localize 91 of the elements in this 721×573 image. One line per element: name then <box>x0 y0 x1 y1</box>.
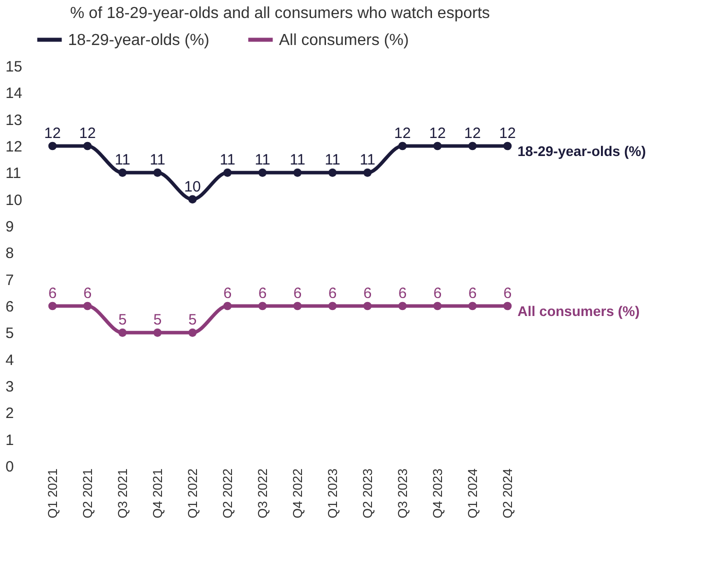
data-label: 6 <box>468 285 477 302</box>
point <box>433 142 442 150</box>
point <box>188 328 197 337</box>
x-tick-label: Q2 2023 <box>360 468 375 518</box>
x-tick-label: Q4 2023 <box>430 468 445 518</box>
point <box>188 195 197 204</box>
y-tick-label: 4 <box>6 352 14 369</box>
point <box>83 142 92 150</box>
point <box>503 302 512 310</box>
x-tick-label: Q2 2024 <box>500 468 515 518</box>
data-label: 11 <box>254 152 270 169</box>
data-label: 6 <box>223 285 232 302</box>
x-tick-label: Q1 2023 <box>325 468 340 518</box>
point <box>293 302 302 310</box>
y-tick-label: 7 <box>6 272 14 289</box>
point <box>468 142 477 150</box>
y-tick-label: 9 <box>6 218 14 236</box>
y-tick-label: 8 <box>6 245 14 262</box>
data-label: 10 <box>184 178 201 196</box>
y-tick-label: 0 <box>6 458 14 476</box>
y-tick-label: 2 <box>6 405 14 422</box>
data-label: 11 <box>220 152 236 169</box>
legend-label: All consumers (%) <box>279 32 409 49</box>
point <box>223 168 232 177</box>
y-tick-label: 1 <box>6 432 14 449</box>
x-tick-label: Q1 2024 <box>465 468 480 518</box>
data-label: 6 <box>328 285 337 302</box>
data-label: 6 <box>258 285 267 302</box>
point <box>363 168 372 177</box>
data-label: 6 <box>363 285 372 302</box>
x-tick-label: Q4 2021 <box>150 468 165 518</box>
point <box>48 142 57 150</box>
data-label: 6 <box>48 285 57 302</box>
point <box>118 168 127 177</box>
y-tick-label: 11 <box>6 165 22 182</box>
data-label: 6 <box>83 285 92 302</box>
point <box>118 328 127 337</box>
data-label: 11 <box>290 152 306 169</box>
data-label: 5 <box>153 312 162 329</box>
point <box>48 302 57 310</box>
y-tick-label: 3 <box>6 378 14 396</box>
y-tick-label: 12 <box>6 138 22 156</box>
y-tick-label: 10 <box>6 192 22 209</box>
legend-label: 18-29-year-olds (%) <box>68 32 210 49</box>
data-label: 12 <box>499 125 516 142</box>
x-tick-label: Q2 2021 <box>80 468 95 518</box>
y-tick-label: 14 <box>6 85 22 102</box>
x-tick-label: Q1 2022 <box>185 468 200 518</box>
point <box>293 168 302 177</box>
x-tick-label: Q2 2022 <box>220 468 235 518</box>
point <box>223 302 232 310</box>
text: 18-29-year-olds (%) <box>518 143 646 159</box>
y-tick-label: 13 <box>6 112 22 129</box>
point <box>153 328 162 337</box>
point <box>398 142 407 150</box>
data-label: 6 <box>398 285 407 302</box>
point <box>83 302 92 310</box>
data-label: 11 <box>150 152 166 169</box>
data-label: 11 <box>360 152 376 169</box>
data-label: 6 <box>503 285 512 302</box>
chart-title: % of 18-29-year-olds and all consumers who watch esports <box>70 5 490 22</box>
x-tick-label: Q4 2022 <box>290 468 305 518</box>
data-label: 6 <box>293 285 302 302</box>
point <box>258 168 267 177</box>
data-label: 6 <box>433 285 442 302</box>
point <box>363 302 372 310</box>
y-tick-label: 5 <box>6 325 14 342</box>
data-label: 12 <box>44 125 61 142</box>
point <box>328 302 337 310</box>
data-label: 5 <box>188 312 197 329</box>
point <box>398 302 407 310</box>
text: All consumers (%) <box>518 303 640 319</box>
point <box>153 168 162 177</box>
point <box>503 142 512 150</box>
x-tick-label: Q3 2021 <box>115 468 130 518</box>
x-tick-label: Q3 2022 <box>255 468 270 518</box>
point <box>433 302 442 310</box>
point <box>328 168 337 177</box>
x-tick-label: Q3 2023 <box>395 468 410 518</box>
data-label: 11 <box>324 152 340 169</box>
data-label: 5 <box>118 312 127 329</box>
x-tick-label: Q1 2021 <box>45 468 60 518</box>
point <box>258 302 267 310</box>
y-tick-label: 6 <box>6 298 14 316</box>
data-label: 11 <box>114 152 130 169</box>
data-label: 12 <box>429 125 446 142</box>
data-label: 12 <box>464 125 481 142</box>
data-label: 12 <box>394 125 411 142</box>
y-tick-label: 15 <box>6 58 22 76</box>
point <box>468 302 477 310</box>
data-label: 12 <box>79 125 96 142</box>
